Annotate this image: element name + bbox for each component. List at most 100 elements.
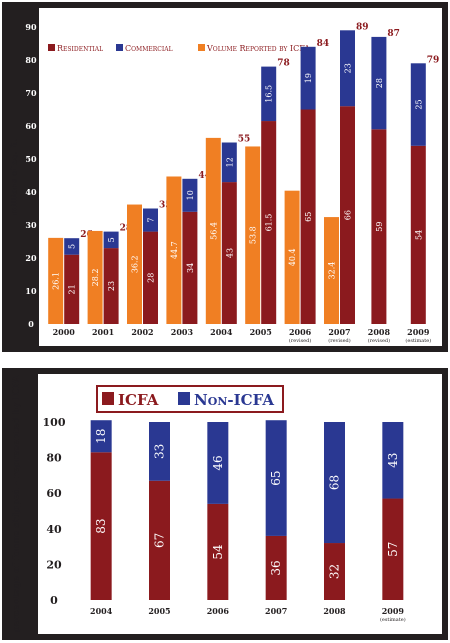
bar-icfa xyxy=(284,190,300,324)
bar-non-icfa xyxy=(265,420,287,536)
legend-swatch xyxy=(48,44,55,51)
bar-residential-value: 28 xyxy=(147,273,156,283)
x-tick-note: (revised) xyxy=(289,337,311,344)
bar-total-label: 84 xyxy=(317,39,330,49)
y-tick-label: 70 xyxy=(25,88,37,98)
x-tick-label: 2001 xyxy=(92,327,114,337)
bar-residential xyxy=(410,145,426,324)
bar-residential-value: 23 xyxy=(107,281,116,291)
y-tick-label: 60 xyxy=(46,487,62,500)
bar-commercial xyxy=(221,142,237,183)
legend-label: COMMERCIAL xyxy=(125,44,173,53)
y-tick-label: 10 xyxy=(25,286,37,296)
bar-icfa xyxy=(324,543,345,600)
bar-total-label: 28 xyxy=(120,224,133,234)
bar-residential xyxy=(103,248,119,324)
bar-icfa-value: 40.4 xyxy=(288,248,297,266)
bar-icfa xyxy=(90,452,112,600)
x-tick-label: 2004 xyxy=(210,327,233,337)
bar-commercial-value: 23 xyxy=(344,63,353,73)
y-tick-label: 40 xyxy=(25,187,37,197)
bar-commercial xyxy=(143,208,158,232)
x-tick-label: 2005 xyxy=(250,327,272,337)
bar-total-label: 79 xyxy=(427,55,440,65)
x-tick-label: 2005 xyxy=(148,606,170,616)
bar-commercial xyxy=(300,46,316,110)
bar-icfa xyxy=(245,146,261,324)
bar-icfa-value: 83 xyxy=(94,518,108,533)
bar-commercial-value: 19 xyxy=(304,73,313,83)
bar-commercial-value: 10 xyxy=(186,190,195,200)
y-tick-label: 50 xyxy=(25,154,37,164)
bar-commercial xyxy=(410,63,426,146)
bar-commercial xyxy=(64,238,80,255)
legend-swatch xyxy=(102,392,114,405)
y-tick-label: 80 xyxy=(25,55,37,65)
x-tick-label: 2003 xyxy=(171,327,194,337)
bar-commercial-value: 5 xyxy=(68,244,77,249)
bar-commercial-value: 7 xyxy=(147,218,156,223)
bar-total-label: 35 xyxy=(159,201,172,211)
chart-square-footage: millions of sq. ft. 0 10 20 30 40 50 60 70 80 90 RE… xyxy=(9,8,442,346)
chart-icfa-share: percentage of forms shipped - represente… xyxy=(12,374,442,634)
bar-icfa-value: 32 xyxy=(328,564,342,579)
x-tick-label: 2007 xyxy=(265,606,287,616)
bar-residential-value: 65 xyxy=(304,212,313,222)
bar-residential-value: 21 xyxy=(68,284,77,294)
bar-residential xyxy=(64,254,80,324)
bar-residential-value: 34 xyxy=(186,263,195,273)
legend-swatch xyxy=(178,392,190,405)
bar-residential-value: 43 xyxy=(225,248,234,258)
bar-commercial xyxy=(371,36,387,130)
y-tick-label: 20 xyxy=(25,253,37,263)
y-axis-label: percentage of forms shipped - represente… xyxy=(12,374,22,632)
bar-icfa xyxy=(265,535,287,600)
bar-icfa-value: 28.2 xyxy=(91,269,100,287)
y-tick-label: 90 xyxy=(25,22,37,32)
bar-residential xyxy=(143,231,158,324)
bar-icfa xyxy=(127,204,142,324)
bar-total-label: 89 xyxy=(356,22,369,32)
chart-panel-square-footage: millions of sq. ft. 0 10 20 30 40 50 60 70 80 90 RE… xyxy=(2,2,448,352)
x-tick-label: 2008 xyxy=(368,327,391,337)
x-tick-label: 2008 xyxy=(323,606,346,616)
bar-total-label: 26 xyxy=(80,230,93,240)
y-tick-label: 30 xyxy=(25,220,37,230)
x-tick-note: (revised) xyxy=(328,337,350,344)
bar-icfa-value: 44.7 xyxy=(170,241,179,259)
x-tick-label: 2009 xyxy=(407,327,430,337)
bar-commercial-value: 16.5 xyxy=(265,85,274,103)
bar-non-icfa xyxy=(149,422,170,481)
x-tick-label: 2007 xyxy=(328,327,350,337)
bar-commercial-value: 5 xyxy=(107,237,116,242)
bar-residential-value: 66 xyxy=(344,210,353,220)
bar-icfa-value: 32.4 xyxy=(328,262,337,280)
y-tick-label: 100 xyxy=(43,416,66,429)
bar-icfa xyxy=(87,230,103,324)
bar-non-icfa-value: 43 xyxy=(386,453,400,468)
y-axis-label: millions of sq. ft. xyxy=(9,139,19,215)
bar-non-icfa xyxy=(382,422,404,499)
bar-non-icfa-value: 33 xyxy=(153,444,167,459)
bar-commercial xyxy=(103,231,119,249)
x-tick-note: (estimate) xyxy=(380,616,406,623)
bar-non-icfa-value: 68 xyxy=(328,475,342,490)
bar-icfa xyxy=(324,217,339,324)
y-tick-label: 60 xyxy=(25,121,37,131)
bar-icfa-value: 26.1 xyxy=(52,272,61,290)
bar-icfa xyxy=(166,176,182,324)
bar-residential-value: 59 xyxy=(375,222,384,232)
legend-label: RESIDENTIAL xyxy=(57,44,103,53)
x-tick-label: 2006 xyxy=(207,606,230,616)
y-tick-label: 80 xyxy=(46,452,62,465)
x-tick-label: 2006 xyxy=(289,327,312,337)
legend-swatch xyxy=(116,44,123,51)
y-tick-label: 0 xyxy=(28,319,34,329)
bar-icfa xyxy=(382,498,404,600)
y-tick-label: 0 xyxy=(50,594,58,607)
bar-icfa xyxy=(207,503,229,600)
bar-total-label: 44 xyxy=(198,171,211,181)
x-tick-label: 2000 xyxy=(53,327,76,337)
bar-non-icfa-value: 46 xyxy=(211,455,225,470)
bar-non-icfa-value: 65 xyxy=(269,470,283,485)
